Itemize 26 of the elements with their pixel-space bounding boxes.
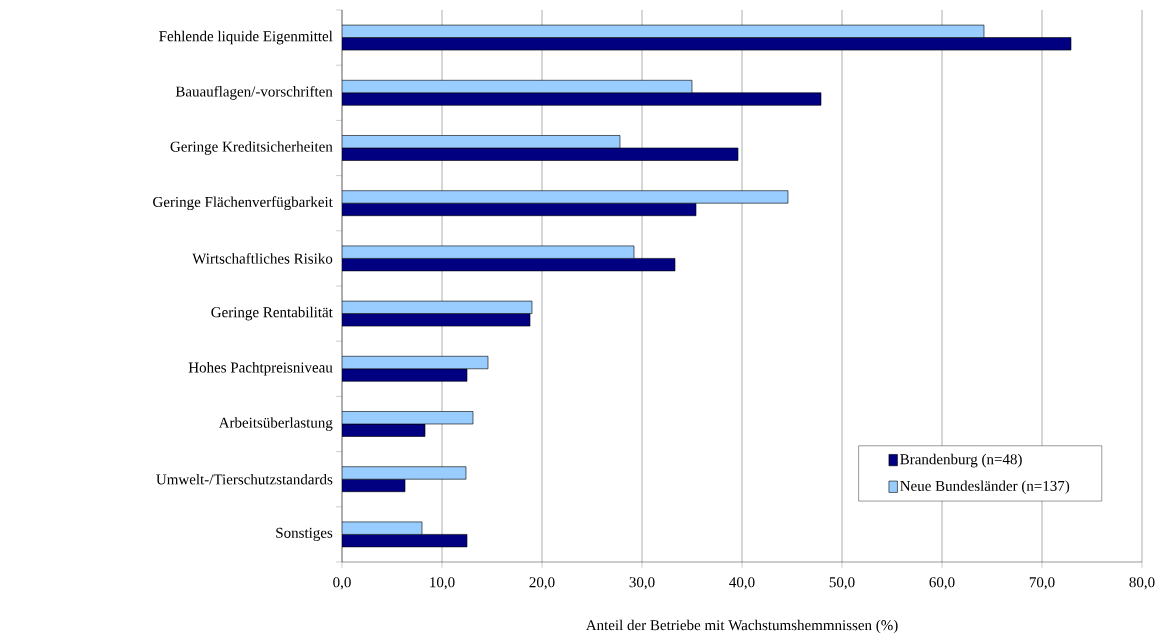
x-tick-label: 0,0	[333, 577, 351, 590]
bar	[342, 190, 789, 204]
y-tick-label: Geringe Flächenverfügbarkeit	[153, 196, 333, 210]
x-tick-label: 40,0	[729, 577, 755, 590]
x-tick-label: 50,0	[829, 577, 855, 590]
y-tick-label: Wirtschaftliches Risiko	[192, 252, 333, 264]
x-tick-label: 10,0	[430, 577, 455, 590]
x-tick-label: 80,0	[1129, 577, 1155, 590]
legend-label: Neue Bundesländer (n=137)	[900, 480, 1070, 494]
x-tick-label: 60,0	[929, 577, 955, 590]
bar	[342, 466, 467, 480]
legend-label: Brandenburg (n=48)	[900, 453, 1022, 468]
x-axis-title: Anteil der Betriebe mit Wachstumshemmnissen (%)	[585, 619, 898, 634]
y-tick-label: Hohes Pachtpreisniveau	[188, 361, 333, 376]
y-tick-label: Geringe Kreditsicherheiten	[170, 141, 333, 155]
y-tick-label: Sonstiges	[276, 527, 333, 541]
bar	[342, 368, 468, 382]
bar	[342, 92, 822, 106]
x-tick-label: 30,0	[629, 577, 655, 590]
y-tick-label: Fehlende liquide Eigenmittel	[159, 30, 333, 45]
x-tick-label: 70,0	[1029, 577, 1055, 590]
x-tick-label: 20,0	[529, 577, 555, 590]
y-tick-label: Geringe Rentabilität	[211, 306, 333, 321]
y-tick-label: Arbeitsüberlastung	[218, 417, 333, 431]
y-tick-label: Bauauflagen/-vorschriften	[175, 85, 333, 100]
y-tick-label: Umwelt-/Tierschutzstandards	[156, 473, 333, 485]
